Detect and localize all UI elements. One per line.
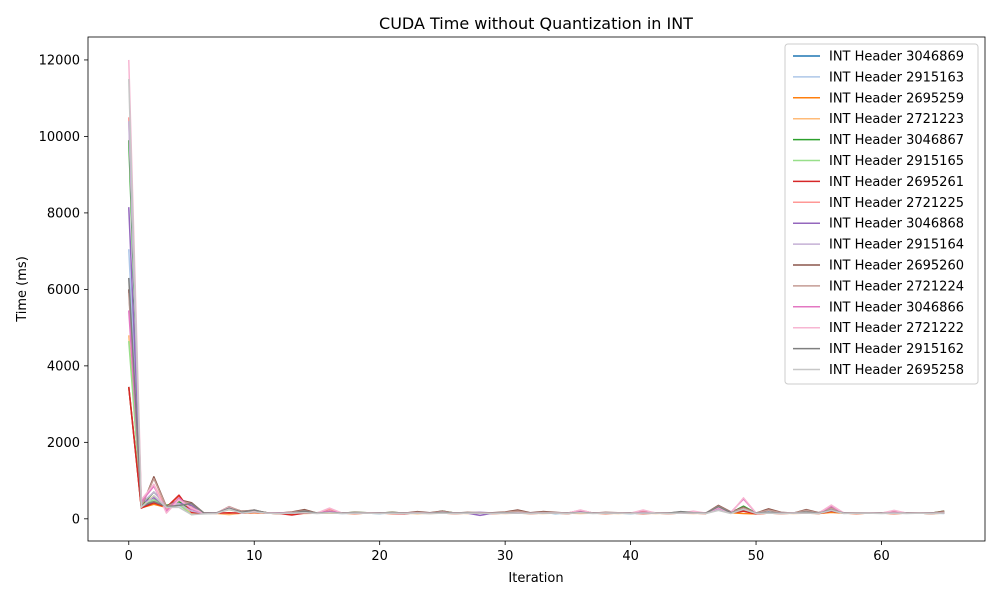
legend-label: INT Header 2695260 — [829, 259, 964, 274]
x-tick-label: 10 — [246, 549, 263, 564]
y-tick-label: 8000 — [47, 206, 80, 221]
y-axis-label: Time (ms) — [15, 256, 30, 323]
legend-label: INT Header 2721224 — [829, 279, 964, 294]
x-tick-label: 0 — [125, 549, 133, 564]
x-tick-label: 60 — [873, 549, 890, 564]
series-layer — [128, 59, 945, 517]
legend-label: INT Header 2721223 — [829, 112, 964, 127]
legend-label: INT Header 3046869 — [829, 50, 964, 65]
y-tick-label: 2000 — [47, 436, 80, 451]
legend-label: INT Header 2915164 — [829, 238, 964, 253]
legend-label: INT Header 2915163 — [829, 70, 964, 85]
x-tick-label: 40 — [622, 549, 639, 564]
y-tick-label: 10000 — [39, 130, 80, 145]
legend-label: INT Header 3046867 — [829, 133, 964, 148]
legend-label: INT Header 2695261 — [829, 175, 964, 190]
legend-label: INT Header 2695258 — [829, 363, 964, 378]
legend: INT Header 3046869 INT Header 2915163 INT … — [784, 43, 979, 385]
legend-label: INT Header 3046868 — [829, 217, 964, 232]
legend-label: INT Header 2721225 — [829, 196, 964, 211]
legend-label: INT Header 2695259 — [829, 91, 964, 106]
x-axis-label: Iteration — [508, 571, 563, 586]
legend-items: INT Header 3046869 INT Header 2915163 INT … — [793, 50, 964, 378]
series-line-15 — [128, 79, 945, 516]
x-axis: 0 10 20 30 40 50 60 — [125, 541, 890, 564]
legend-frame — [784, 43, 979, 385]
y-tick-label: 12000 — [39, 53, 80, 68]
y-tick-label: 6000 — [47, 283, 80, 298]
chart-title: CUDA Time without Quantization in INT — [379, 14, 693, 33]
legend-label: INT Header 2915162 — [829, 342, 964, 357]
legend-label: INT Header 3046866 — [829, 300, 964, 315]
x-tick-label: 50 — [748, 549, 765, 564]
x-tick-label: 20 — [371, 549, 388, 564]
y-tick-label: 4000 — [47, 359, 80, 374]
y-tick-label: 0 — [72, 512, 80, 527]
legend-label: INT Header 2721222 — [829, 321, 964, 336]
legend-label: INT Header 2915165 — [829, 154, 964, 169]
x-tick-label: 30 — [497, 549, 514, 564]
y-axis: 0 2000 4000 6000 8000 10000 12000 — [39, 53, 88, 527]
